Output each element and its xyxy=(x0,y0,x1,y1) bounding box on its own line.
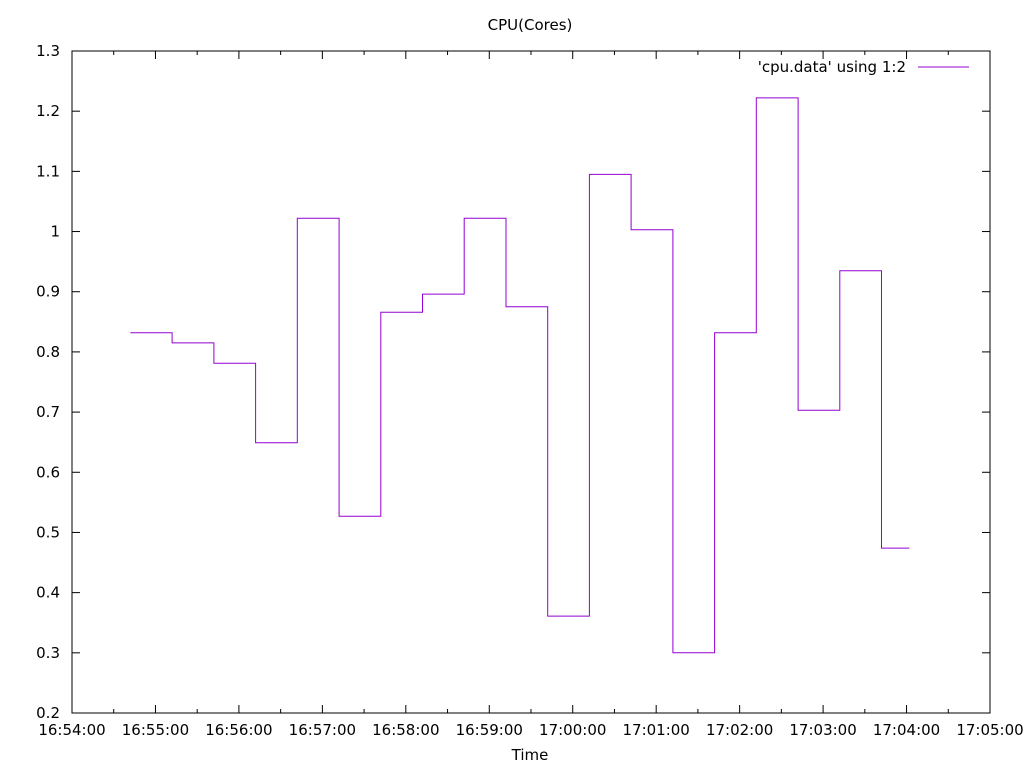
plot-area xyxy=(71,50,991,714)
x-tick-label: 17:00:00 xyxy=(539,721,606,739)
y-axis: 0.2 0.3 0.4 0.5 0.6 0.7 0.8 0.9 1 1.1 1.2 1.3 xyxy=(36,42,990,722)
y-tick-label: 1.1 xyxy=(36,162,60,180)
x-axis: 16:54:00 16:55:00 16:56:00 16:57:00 16:58:00… xyxy=(38,51,1024,739)
y-tick-label: 0.2 xyxy=(36,704,60,722)
y-tick-label: 0.3 xyxy=(36,644,60,662)
y-tick-label: 1.2 xyxy=(36,102,60,120)
x-tick-label: 16:57:00 xyxy=(289,721,356,739)
y-tick-label: 0.4 xyxy=(36,584,60,602)
x-tick-label: 16:54:00 xyxy=(38,721,105,739)
x-axis-label: Time xyxy=(511,746,549,764)
y-tick-label: 0.9 xyxy=(36,283,60,301)
x-tick-label: 16:56:00 xyxy=(205,721,272,739)
y-tick-label: 0.7 xyxy=(36,403,60,421)
x-tick-label: 17:02:00 xyxy=(706,721,773,739)
x-tick-label: 16:55:00 xyxy=(122,721,189,739)
y-tick-label: 0.6 xyxy=(36,463,60,481)
y-tick-label: 1 xyxy=(50,223,60,241)
x-tick-label: 17:04:00 xyxy=(873,721,940,739)
chart-title: CPU(Cores) xyxy=(488,16,573,34)
x-tick-label: 16:59:00 xyxy=(456,721,523,739)
x-tick-label: 17:03:00 xyxy=(789,721,856,739)
x-tick-label: 16:58:00 xyxy=(372,721,439,739)
x-tick-label: 17:01:00 xyxy=(622,721,689,739)
legend: 'cpu.data' using 1:2 xyxy=(758,58,969,76)
y-tick-label: 0.5 xyxy=(36,523,60,541)
x-tick-label: 17:05:00 xyxy=(956,721,1023,739)
y-tick-label: 0.8 xyxy=(36,343,60,361)
y-tick-label: 1.3 xyxy=(36,42,60,60)
legend-label: 'cpu.data' using 1:2 xyxy=(758,58,906,76)
series-line-cpu xyxy=(130,97,910,654)
